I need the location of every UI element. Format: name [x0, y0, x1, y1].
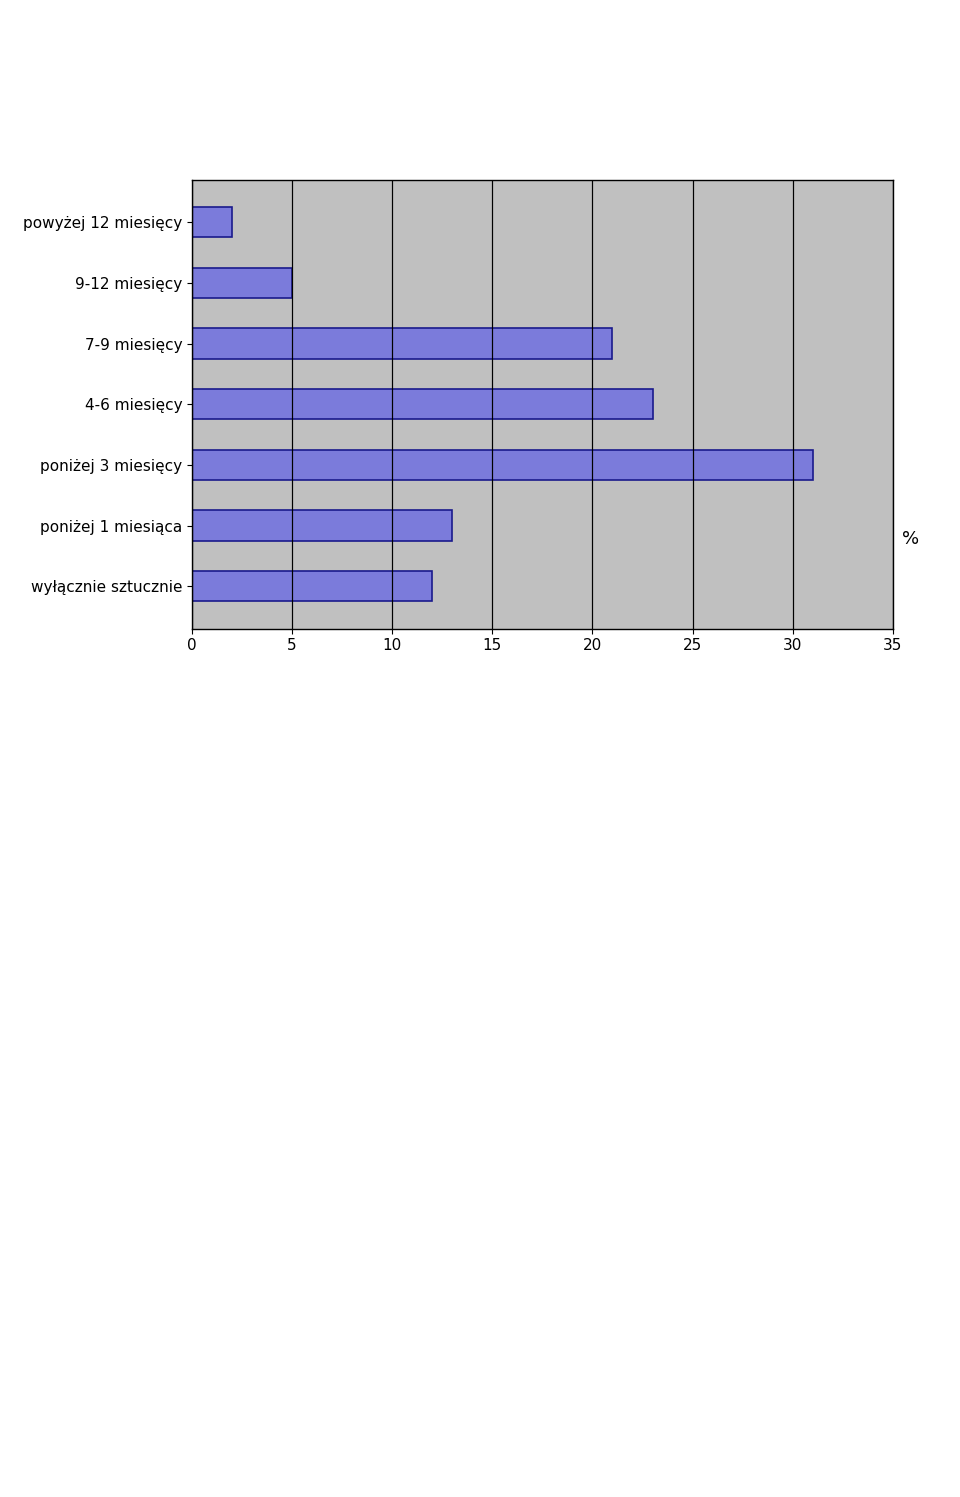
Bar	[192, 510, 452, 540]
Text: %: %	[902, 530, 920, 548]
Bar	[192, 207, 232, 238]
Bar	[192, 328, 612, 359]
Bar	[192, 449, 813, 481]
Bar	[192, 570, 432, 602]
Bar	[192, 268, 292, 298]
Bar	[192, 389, 653, 419]
